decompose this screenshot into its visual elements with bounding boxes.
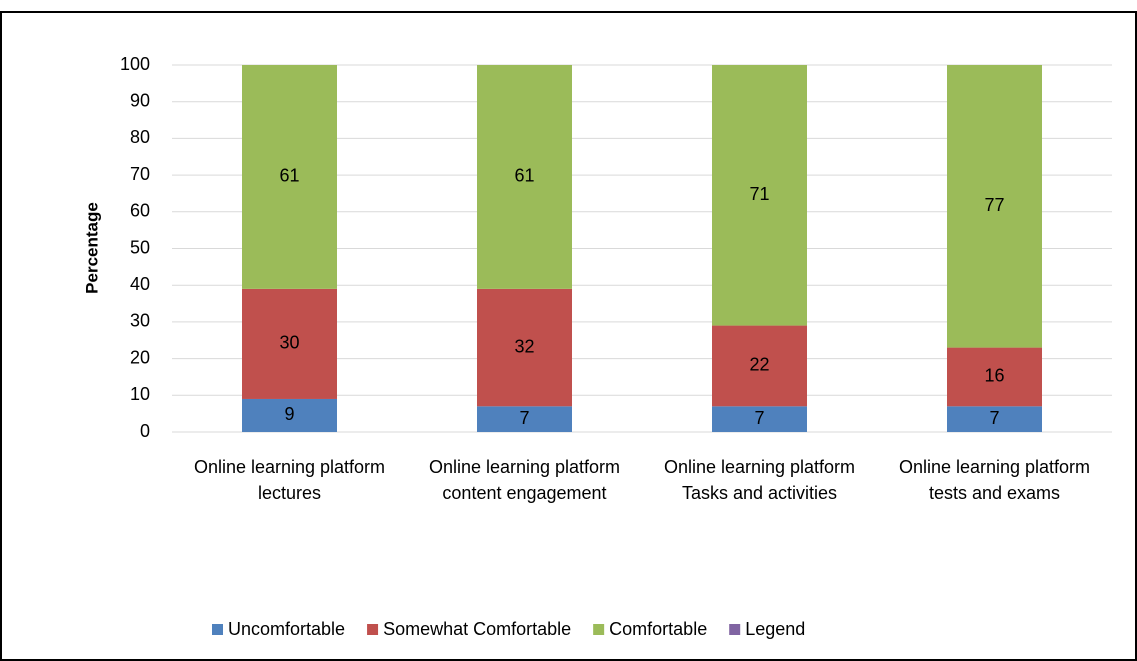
data-label: 7 [989, 408, 999, 428]
y-tick-label: 90 [130, 90, 150, 110]
y-axis-label: Percentage [82, 202, 101, 294]
data-label: 30 [279, 333, 299, 353]
x-tick-label: Online learning platform tests and exams [898, 457, 1091, 503]
y-tick-label: 50 [130, 237, 150, 257]
data-label: 16 [984, 366, 1004, 386]
bar-segment [477, 406, 572, 432]
bar-segment [947, 65, 1042, 348]
bar-segment [242, 398, 337, 432]
y-tick-label: 60 [130, 201, 150, 221]
y-tick-label: 70 [130, 164, 150, 184]
legend-label: Legend [745, 619, 805, 639]
data-label: 9 [284, 404, 294, 424]
y-tick-label: 40 [130, 274, 150, 294]
x-tick-label: Online learning platform content engagem… [428, 457, 621, 503]
data-label: 32 [514, 336, 534, 356]
data-label: 61 [514, 166, 534, 186]
data-label: 7 [754, 408, 764, 428]
bar-segment [712, 65, 807, 326]
y-tick-label: 20 [130, 347, 150, 367]
data-label: 71 [749, 184, 769, 204]
y-tick-label: 0 [140, 421, 150, 441]
legend-label: Comfortable [609, 619, 707, 639]
data-label: 7 [519, 408, 529, 428]
data-label: 61 [279, 166, 299, 186]
legend-swatch [729, 624, 741, 635]
y-tick-label: 80 [130, 127, 150, 147]
bar-segment [477, 65, 572, 289]
bar-segment [477, 288, 572, 407]
legend-swatch [212, 624, 223, 635]
bar-segment [947, 406, 1042, 432]
legend-swatch [367, 624, 379, 635]
x-tick-label: Online learning platform Tasks and activ… [663, 457, 856, 503]
data-label: 22 [749, 355, 769, 375]
legend-label: Somewhat Comfortable [383, 619, 571, 639]
bar-segment [712, 325, 807, 407]
legend-swatch [593, 624, 605, 635]
bar-segment [947, 347, 1042, 407]
data-label: 77 [984, 195, 1004, 215]
bar-segment [712, 406, 807, 432]
bar-segment [242, 288, 337, 399]
bar-segment [242, 65, 337, 289]
y-tick-label: 10 [130, 384, 150, 404]
legend-label: Uncomfortable [228, 619, 345, 639]
y-tick-label: 100 [120, 54, 150, 74]
x-tick-label: Online learning platform lectures [193, 457, 386, 503]
y-tick-label: 30 [130, 311, 150, 331]
